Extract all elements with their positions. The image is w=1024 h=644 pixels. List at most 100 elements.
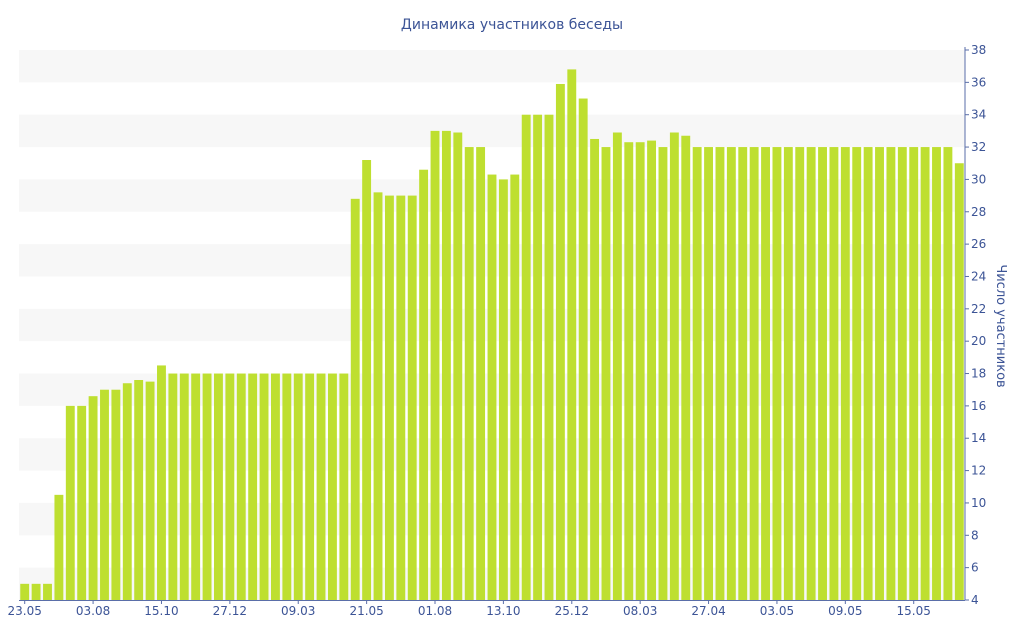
grid-band xyxy=(19,50,965,83)
bar xyxy=(795,147,805,600)
y-tick-label: 34 xyxy=(971,108,986,122)
bar xyxy=(692,147,702,600)
x-tick-label: 27.12 xyxy=(213,604,247,618)
y-tick-label: 8 xyxy=(971,528,979,542)
bar xyxy=(612,132,622,600)
y-tick-label: 28 xyxy=(971,205,986,219)
bar xyxy=(590,138,600,600)
y-tick-label: 24 xyxy=(971,269,986,283)
bar xyxy=(54,494,64,600)
x-tick-label: 13.10 xyxy=(486,604,520,618)
bar xyxy=(248,373,258,600)
bar xyxy=(624,142,634,600)
x-tick-label: 15.05 xyxy=(897,604,931,618)
bar xyxy=(601,147,611,600)
bar xyxy=(259,373,269,600)
bar xyxy=(396,195,406,600)
grid-band xyxy=(19,114,965,148)
bar xyxy=(715,147,725,600)
bar xyxy=(863,147,873,600)
bar xyxy=(954,163,964,601)
bar xyxy=(772,147,782,600)
bar xyxy=(88,396,98,600)
y-tick-label: 30 xyxy=(971,172,986,186)
bar xyxy=(533,114,543,601)
bar xyxy=(738,147,748,600)
bar xyxy=(578,98,588,600)
bar xyxy=(555,83,565,601)
bar xyxy=(544,114,554,601)
y-tick-label: 26 xyxy=(971,237,986,251)
y-tick-label: 36 xyxy=(971,75,986,89)
y-tick-label: 38 xyxy=(971,43,986,57)
bar xyxy=(681,135,691,601)
bar xyxy=(65,405,75,600)
bar xyxy=(305,373,315,600)
bar xyxy=(635,142,645,600)
bar xyxy=(658,147,668,600)
bar xyxy=(225,373,235,600)
bar xyxy=(567,69,577,600)
bar xyxy=(316,373,326,600)
bar xyxy=(31,583,41,600)
bar xyxy=(464,147,474,600)
y-axis-title: Число участников xyxy=(993,264,1008,387)
bar xyxy=(726,147,736,600)
bar xyxy=(886,147,896,600)
bar xyxy=(498,179,508,600)
bar xyxy=(339,373,349,600)
x-tick-label: 25.12 xyxy=(555,604,589,618)
x-tick-label: 09.03 xyxy=(281,604,315,618)
bar xyxy=(179,373,189,600)
bar xyxy=(145,381,155,600)
bar xyxy=(157,365,166,600)
y-tick-label: 32 xyxy=(971,140,986,154)
bar xyxy=(168,373,178,600)
x-tick-label: 27.04 xyxy=(691,604,725,618)
bar xyxy=(476,147,486,600)
bar xyxy=(122,383,132,600)
bar xyxy=(43,583,52,600)
bar xyxy=(293,373,303,600)
bar xyxy=(419,169,429,600)
bar xyxy=(20,583,30,600)
bar xyxy=(840,147,850,600)
y-tick-label: 14 xyxy=(971,431,986,445)
bar xyxy=(669,132,679,600)
bar xyxy=(749,147,759,600)
bar xyxy=(510,174,520,600)
x-axis-ticks: 23.05 03.08 15.10 27.12 09.03 21.05 01.08 13.10… xyxy=(8,600,931,618)
bar xyxy=(852,147,862,600)
y-tick-label: 10 xyxy=(971,496,986,510)
bar xyxy=(441,130,451,600)
bar xyxy=(407,195,417,600)
x-tick-label: 23.05 xyxy=(8,604,42,618)
y-tick-label: 20 xyxy=(971,334,986,348)
bar xyxy=(875,147,884,600)
bar xyxy=(943,147,953,600)
bar xyxy=(487,174,497,600)
bar xyxy=(191,373,201,600)
bar xyxy=(761,147,770,600)
bar xyxy=(134,380,144,600)
bar xyxy=(704,147,713,600)
bar xyxy=(327,373,337,600)
bar xyxy=(384,195,394,600)
x-tick-label: 03.08 xyxy=(76,604,110,618)
bar xyxy=(647,140,657,600)
y-tick-label: 12 xyxy=(971,464,986,478)
bar xyxy=(100,389,109,600)
bars xyxy=(20,69,964,601)
bar xyxy=(350,198,360,600)
bar xyxy=(453,132,463,600)
y-axis-ticks: 4 6 8 10 12 14 16 18 20 22 24 26 28 30 32 34 36 38 xyxy=(965,43,986,607)
bar xyxy=(932,147,941,600)
bar xyxy=(202,373,212,600)
bar xyxy=(909,147,919,600)
y-tick-label: 18 xyxy=(971,367,986,381)
bar xyxy=(920,147,930,600)
bar xyxy=(783,147,793,600)
bar xyxy=(236,373,246,600)
bar xyxy=(521,114,531,601)
